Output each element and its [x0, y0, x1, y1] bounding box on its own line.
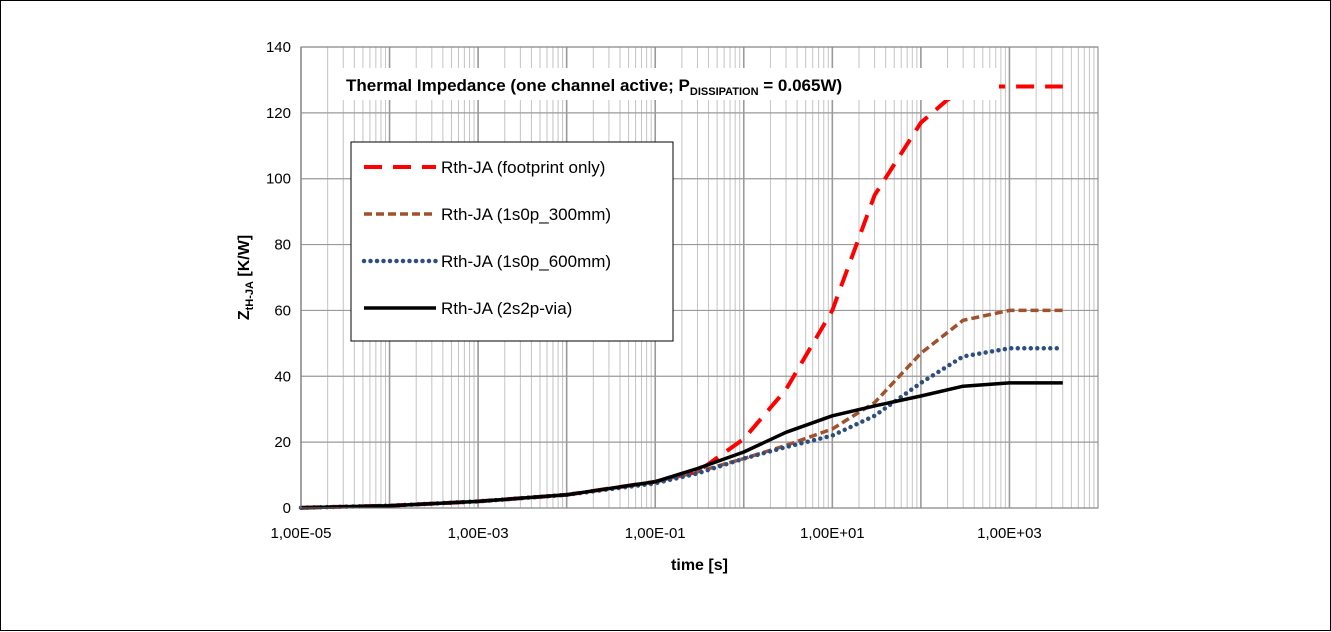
x-tick-label: 1,00E-01 [625, 525, 686, 542]
y-tick-label: 140 [266, 39, 291, 56]
series-line [298, 346, 1066, 510]
x-tick-labels: 1,00E-05 1,00E-03 1,00E-01 1,00E+01 1,00E+03 [271, 525, 1042, 542]
y-axis-title: ZtH-JA [K/W] [236, 235, 256, 320]
chart-title-subscript: DISSIPATION [690, 86, 759, 98]
chart-title-background [337, 68, 999, 100]
y-tick-label: 100 [266, 171, 291, 188]
legend: Rth-JA (footprint only) Rth-JA (1s0p_300m… [350, 141, 674, 342]
x-tick-label: 1,00E+01 [800, 525, 865, 542]
chart-title: Thermal Impedance (one channel active; P… [346, 76, 842, 98]
legend-items: Rth-JA (footprint only) Rth-JA (1s0p_300m… [361, 158, 611, 318]
y-axis-title-subscript: tH-JA [244, 281, 256, 310]
y-tick-label: 60 [274, 302, 291, 319]
y-tick-label: 80 [274, 237, 291, 254]
x-tick-label: 1,00E-05 [271, 525, 332, 542]
legend-label: Rth-JA (1s0p_300mm) [441, 205, 611, 224]
y-tick-label: 20 [274, 434, 291, 451]
y-tick-label: 120 [266, 105, 291, 122]
x-axis-title: time [s] [671, 557, 728, 574]
y-tick-label: 40 [274, 368, 291, 385]
y-tick-labels: 0 20 40 60 80 100 120 140 [266, 39, 291, 517]
legend-label: Rth-JA (2s2p-via) [441, 299, 572, 318]
y-axis-title-main: Z [236, 310, 253, 320]
chart-title-main: Thermal Impedance (one channel active; P [346, 76, 690, 95]
x-tick-label: 1,00E+03 [977, 525, 1042, 542]
x-tick-label: 1,00E-03 [448, 525, 509, 542]
y-tick-label: 0 [283, 500, 291, 517]
legend-label: Rth-JA (footprint only) [441, 158, 605, 177]
plot-area-border [300, 46, 1099, 509]
series-line [300, 381, 1063, 510]
y-axis-title-tail: [K/W] [236, 235, 253, 281]
legend-label: Rth-JA (1s0p_600mm) [441, 252, 611, 271]
chart-title-group: Thermal Impedance (one channel active; P… [337, 68, 999, 100]
chart-title-tail: = 0.065W) [759, 76, 843, 95]
